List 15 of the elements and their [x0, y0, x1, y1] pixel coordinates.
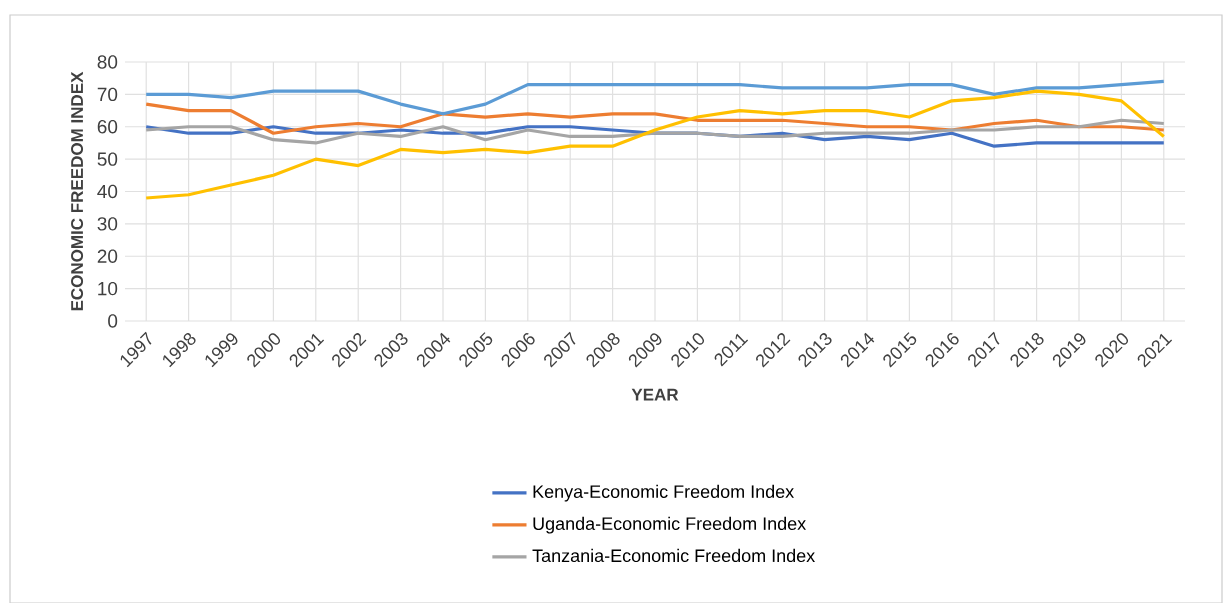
y-tick-label: 20	[97, 249, 118, 263]
y-tick-label: 50	[97, 152, 118, 166]
y-tick-label: 30	[97, 217, 118, 231]
legend-label: Tanzania-Economic Freedom Index	[532, 548, 815, 563]
y-tick-label: 10	[98, 281, 118, 296]
y-tick-label: 80	[97, 55, 118, 69]
y-tick-label: 60	[97, 120, 118, 134]
y-tick-label: 0	[108, 314, 118, 328]
line-series	[144, 89, 1166, 200]
y-tick-label: 40	[97, 184, 118, 199]
legend-label: Uganda-Economic Freedom Index	[533, 516, 806, 534]
y-axis-title: ECONOMIC FREEDOM INDEX	[71, 71, 84, 311]
legend-label: Kenya-Economic Freedom Index	[533, 484, 794, 502]
y-tick-label: 70	[97, 87, 118, 102]
x-axis-title: YEAR	[631, 388, 679, 401]
